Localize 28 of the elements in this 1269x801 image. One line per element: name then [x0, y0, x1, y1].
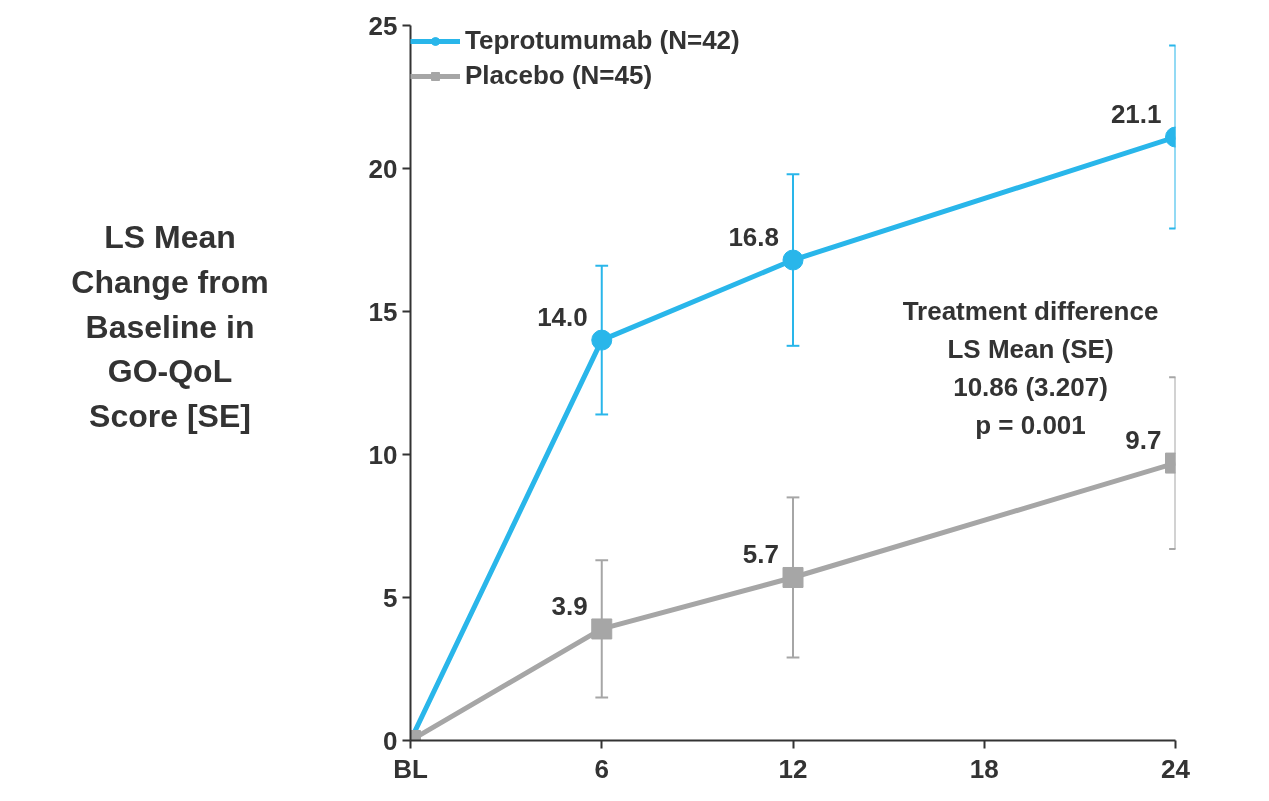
point [782, 249, 804, 271]
data-label: 16.8 [728, 222, 780, 253]
data-label: 5.7 [742, 539, 780, 570]
data-label: 3.9 [551, 590, 588, 621]
annotation: 10.86 (3.207) [953, 371, 1108, 402]
y-tick-label: 10 [368, 439, 398, 470]
data-label: 9.7 [1125, 425, 1162, 456]
data-label: 21.1 [1110, 99, 1162, 130]
legend-label: Teprotumumab (N=42) [465, 25, 740, 56]
y-tick-label: 20 [368, 153, 398, 184]
y-tick-label: 0 [383, 725, 398, 756]
point [591, 618, 613, 640]
point [782, 566, 804, 588]
data-label: 14.0 [537, 302, 588, 333]
x-tick-label: 6 [594, 753, 609, 784]
x-tick-label: BL [393, 753, 428, 784]
y-tick-label: 5 [383, 582, 398, 613]
x-tick-label: 24 [1161, 753, 1191, 784]
point [591, 329, 613, 351]
y-tick-label: 25 [368, 10, 398, 41]
y-tick-label: 15 [368, 296, 398, 327]
legend-label: Placebo (N=45) [465, 60, 653, 91]
annotation: p = 0.001 [975, 409, 1086, 440]
annotation: Treatment difference [902, 295, 1159, 326]
y-axis-title: LS Mean Change from Baseline in GO-QoL Score [SE] [71, 218, 269, 437]
x-tick-label: 18 [969, 753, 999, 784]
x-tick-label: 12 [778, 753, 808, 784]
annotation: LS Mean (SE) [947, 333, 1114, 364]
